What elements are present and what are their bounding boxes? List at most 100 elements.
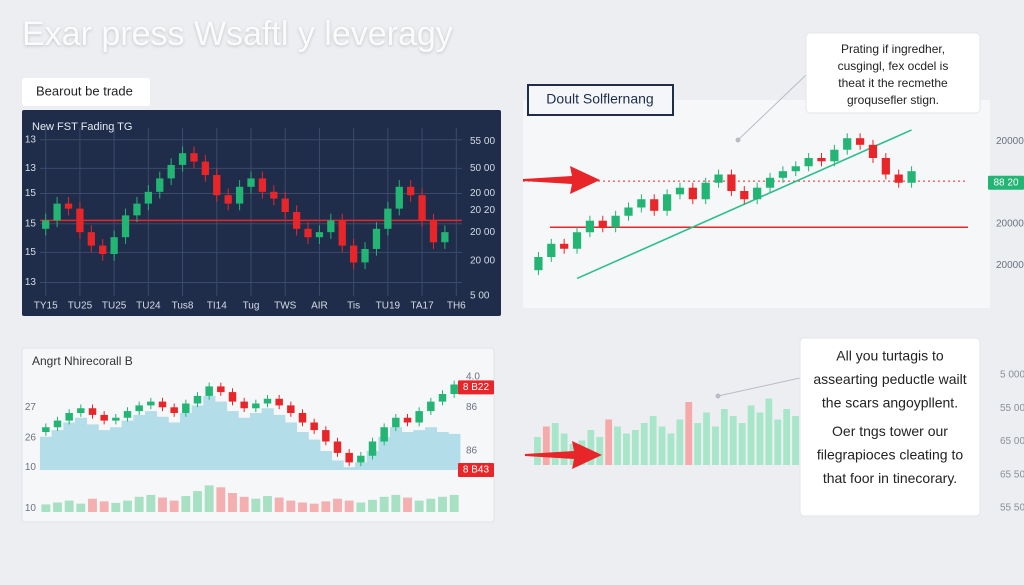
candle-body bbox=[407, 186, 415, 196]
bar bbox=[263, 496, 272, 512]
bar bbox=[134, 496, 144, 512]
x-tick-label: TH6 bbox=[447, 301, 466, 312]
arrow bbox=[525, 441, 602, 469]
x-tick-label: TU19 bbox=[376, 301, 401, 312]
candle-body bbox=[144, 191, 153, 204]
trend-line bbox=[576, 129, 912, 280]
y2-tick-label: 4.0 bbox=[466, 372, 480, 383]
candle-body bbox=[855, 138, 865, 145]
bar bbox=[88, 498, 97, 512]
bar bbox=[391, 494, 401, 512]
candle-body bbox=[110, 237, 118, 254]
bar bbox=[216, 487, 226, 512]
candle-body bbox=[315, 232, 324, 238]
candle-body bbox=[894, 174, 903, 183]
y-tick-label: 15 bbox=[25, 218, 37, 229]
candle-body bbox=[791, 166, 800, 172]
candle-body bbox=[247, 178, 255, 187]
area-bar bbox=[191, 405, 204, 470]
bar bbox=[542, 426, 550, 465]
candle-body bbox=[830, 149, 839, 162]
candle-body bbox=[76, 208, 84, 233]
area-bar bbox=[180, 413, 193, 470]
bar bbox=[449, 494, 459, 512]
callout-text: cusgingl, fex ocdel is bbox=[838, 59, 949, 73]
bar bbox=[123, 500, 132, 512]
candle-body bbox=[843, 138, 852, 150]
candle-body bbox=[380, 427, 388, 442]
candle-body bbox=[252, 403, 260, 409]
callout-text: groqusefler stign. bbox=[847, 93, 939, 107]
candle-body bbox=[205, 386, 213, 396]
candle-body bbox=[135, 405, 143, 412]
bar bbox=[344, 500, 354, 512]
area-bar bbox=[261, 408, 274, 470]
candle-body bbox=[240, 401, 248, 409]
bar bbox=[438, 496, 447, 512]
candle-body bbox=[701, 182, 710, 200]
bar bbox=[368, 499, 377, 512]
area-bar bbox=[215, 401, 228, 470]
side-label: 55 000 bbox=[1000, 403, 1024, 414]
candle-body bbox=[778, 171, 788, 178]
candle-body bbox=[403, 417, 412, 423]
bar bbox=[667, 433, 675, 465]
bar bbox=[783, 409, 791, 465]
bar bbox=[649, 416, 657, 465]
candle-body bbox=[170, 407, 178, 413]
bar bbox=[111, 502, 121, 512]
y-tick-label: 13 bbox=[25, 134, 37, 145]
title-box bbox=[527, 84, 674, 116]
area-bar bbox=[448, 433, 461, 470]
candle-body bbox=[675, 187, 685, 195]
bar bbox=[720, 409, 728, 465]
candle-body bbox=[64, 203, 73, 209]
x-tick-label: TU24 bbox=[136, 301, 161, 312]
area-bar bbox=[378, 436, 391, 470]
side-label: 65 000 bbox=[1000, 436, 1024, 447]
area-bar bbox=[238, 417, 251, 470]
y-tick-label: 10 bbox=[25, 462, 37, 473]
candle-body bbox=[598, 220, 607, 228]
x-tick-label: Tus8 bbox=[172, 301, 194, 312]
bar bbox=[623, 433, 630, 465]
bar bbox=[765, 398, 773, 465]
candle-body bbox=[547, 243, 556, 257]
candle-body bbox=[201, 161, 210, 176]
candle-body bbox=[167, 164, 175, 179]
x-tick-label: TU25 bbox=[102, 301, 127, 312]
candle-body bbox=[182, 403, 190, 413]
callout-dot bbox=[715, 393, 721, 399]
area-bar bbox=[296, 432, 309, 470]
bar bbox=[614, 426, 621, 465]
candle-body bbox=[372, 228, 381, 249]
candle-body bbox=[292, 212, 301, 229]
x-tick-label: TWS bbox=[274, 301, 297, 312]
candle-body bbox=[429, 220, 438, 243]
chart-title: New FST Fading TG bbox=[32, 121, 132, 133]
bar bbox=[587, 430, 595, 465]
candle-body bbox=[418, 195, 426, 221]
area-bar bbox=[343, 467, 356, 470]
candle-body bbox=[228, 392, 237, 402]
candle-body bbox=[287, 405, 295, 413]
callout-pointer bbox=[737, 74, 807, 141]
candle-body bbox=[438, 394, 447, 402]
bar bbox=[76, 503, 86, 512]
area-bar bbox=[250, 413, 263, 470]
area-bar bbox=[75, 417, 88, 470]
candle-body bbox=[560, 243, 569, 249]
callout-text: the scars angoypllent. bbox=[822, 395, 958, 411]
y2-tick-label: 55 00 bbox=[470, 136, 495, 147]
x-tick-label: AIR bbox=[311, 301, 328, 312]
candle-body bbox=[357, 455, 365, 463]
y2-tick-label: 20 00 bbox=[470, 227, 495, 238]
candle-body bbox=[572, 232, 582, 249]
y2-tick-label: 5 00 bbox=[470, 291, 490, 302]
callout-text: assearting peductle wailt bbox=[813, 371, 966, 387]
y2-tick-label: 20000 bbox=[996, 219, 1024, 230]
panel-light bbox=[523, 100, 990, 308]
bar bbox=[309, 503, 319, 512]
candle-body bbox=[100, 414, 108, 421]
candle-body bbox=[450, 384, 458, 394]
